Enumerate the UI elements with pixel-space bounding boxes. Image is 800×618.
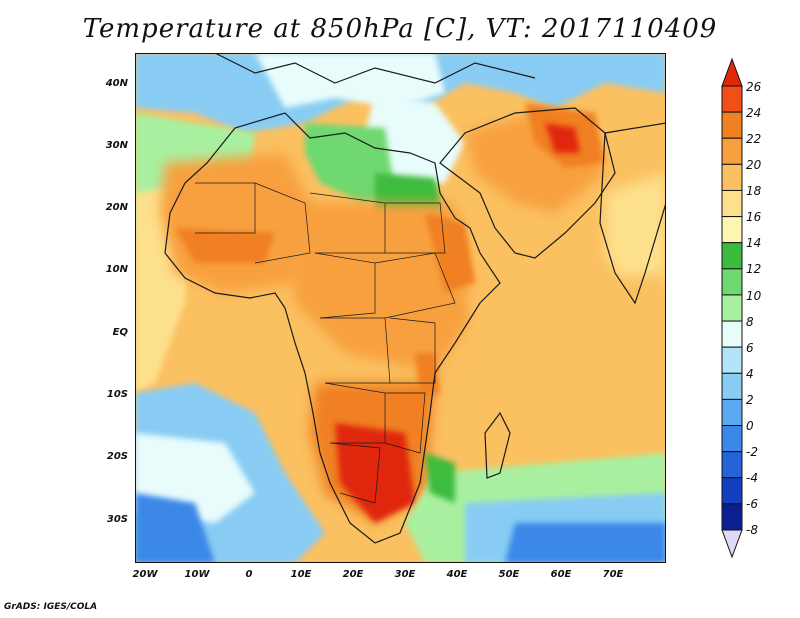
colorbar-label-m6: -6: [746, 497, 758, 511]
colorbar-segment: [721, 216, 743, 244]
colorbar-label-10: 10: [746, 289, 762, 303]
central-africa-warm: [285, 203, 475, 373]
colorbar-segment: [721, 85, 743, 113]
mediterranean-zone: [255, 53, 445, 108]
lon-label-50e: 50E: [498, 569, 520, 580]
mozambique-green: [425, 453, 455, 503]
colorbar-segment: [721, 242, 743, 270]
colorbar-label-22: 22: [746, 132, 762, 146]
colorbar-segment: [721, 320, 743, 348]
lat-label-10s: 10S: [106, 389, 128, 400]
lon-label-10e: 10E: [290, 569, 312, 580]
colorbar-label-2: 2: [746, 393, 754, 407]
temperature-map: [135, 52, 667, 563]
arabia-coastline: [439, 107, 616, 259]
lon-label-20e: 20E: [342, 569, 364, 580]
colorbar-label-m4: -4: [746, 471, 758, 485]
south-atlantic-deep: [135, 493, 215, 563]
europe-coastline: [214, 52, 536, 84]
lat-label-20n: 20N: [105, 202, 128, 213]
colorbar-segment: [721, 503, 743, 531]
kalahari-peak-zone: [335, 423, 415, 523]
colorbar-segment: [721, 111, 743, 139]
frame-ticks: [135, 53, 666, 563]
lat-label-10n: 10N: [105, 264, 128, 275]
colorbar-label-18: 18: [746, 184, 762, 198]
colorbar: [721, 58, 743, 558]
africa-coastline: [164, 112, 501, 544]
colorbar-segment: [721, 398, 743, 427]
colorbar-bottom-arrow: [721, 529, 743, 558]
colorbar-top-arrow: [721, 58, 743, 87]
ethiopia-hot-zone: [425, 213, 475, 293]
lat-label-30n: 30N: [105, 140, 128, 151]
colorbar-label-12: 12: [746, 262, 762, 276]
colorbar-label-24: 24: [746, 106, 762, 120]
colorbar-label-m2: -2: [746, 445, 758, 459]
south-indian-deep: [505, 523, 666, 563]
colorbar-label-20: 20: [746, 158, 762, 172]
lat-label-20s: 20S: [106, 451, 128, 462]
sahel-hot-zone: [175, 228, 275, 263]
colorbar-label-8: 8: [746, 315, 754, 329]
country-borders: [195, 182, 456, 504]
colorbar-segment: [721, 137, 743, 165]
colorbar-label-26: 26: [746, 80, 762, 94]
colorbar-segment: [721, 189, 743, 218]
colorbar-label-m8: -8: [746, 523, 758, 537]
colorbar-label-0: 0: [746, 419, 754, 433]
colorbar-label-6: 6: [746, 341, 754, 355]
colorbar-segment: [721, 268, 743, 296]
colorbar-segment: [721, 477, 743, 505]
grads-credit: GrADS: IGES/COLA: [4, 602, 98, 612]
lat-label-eq: EQ: [112, 327, 128, 338]
lon-label-40e: 40E: [446, 569, 468, 580]
colorbar-label-14: 14: [746, 236, 762, 250]
map-title: Temperature at 850hPa [C], VT: 201711040…: [82, 14, 718, 44]
lat-label-40n: 40N: [105, 78, 128, 89]
colorbar-label-4: 4: [746, 367, 754, 381]
lon-label-70e: 70E: [602, 569, 624, 580]
map-panel: [135, 52, 667, 563]
lon-label-0: 0: [245, 569, 253, 580]
lon-label-30e: 30E: [394, 569, 416, 580]
madagascar-coastline: [484, 411, 511, 479]
colorbar-label-16: 16: [746, 210, 762, 224]
colorbar-segment: [721, 372, 743, 400]
indian-ocean-warm: [465, 273, 666, 443]
lon-label-20w: 20W: [132, 569, 158, 580]
colorbar-segment: [721, 425, 743, 453]
colorbar-segment: [721, 451, 743, 479]
libya-green-zone: [305, 123, 395, 203]
iran-peak-zone: [545, 123, 580, 153]
lon-label-10w: 10W: [184, 569, 210, 580]
lon-label-60e: 60E: [550, 569, 572, 580]
lat-label-30s: 30S: [106, 514, 128, 525]
colorbar-segment: [721, 294, 743, 322]
colorbar-segment: [721, 163, 743, 191]
colorbar-segment: [721, 346, 743, 374]
